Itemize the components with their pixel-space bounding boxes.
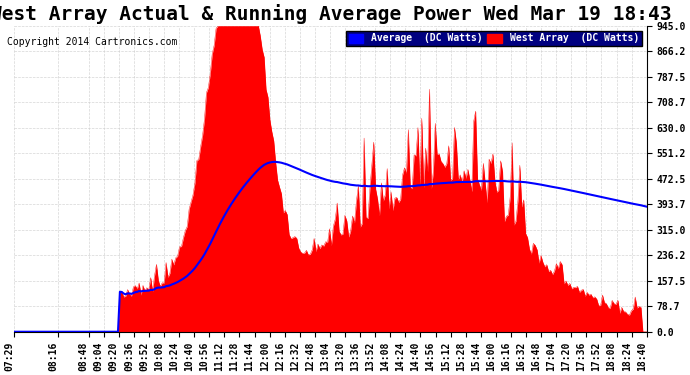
Text: Copyright 2014 Cartronics.com: Copyright 2014 Cartronics.com [7, 37, 177, 47]
Title: West Array Actual & Running Average Power Wed Mar 19 18:43: West Array Actual & Running Average Powe… [0, 4, 671, 24]
Legend: Average  (DC Watts), West Array  (DC Watts): Average (DC Watts), West Array (DC Watts… [346, 31, 642, 46]
